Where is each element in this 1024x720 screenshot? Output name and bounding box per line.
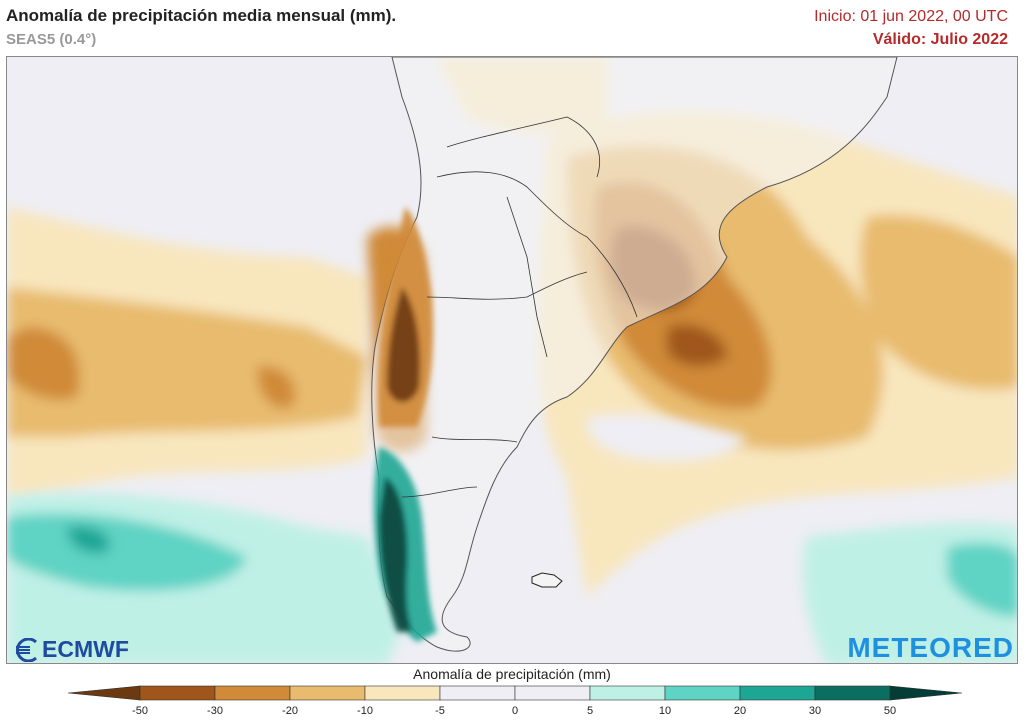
legend-arrow-left	[67, 685, 141, 701]
legend-cell	[214, 685, 291, 701]
precipitation-anomaly-map	[6, 56, 1018, 664]
legend-title: Anomalía de precipitación (mm)	[413, 666, 611, 682]
legend-tick-label: 0	[512, 705, 518, 717]
legend-tick-label: -10	[357, 705, 373, 717]
legend-tick-label: -5	[435, 705, 445, 717]
color-legend: -50 -30 -20 -10 -5 0 5 10 20 30 50	[67, 685, 963, 717]
legend-cell	[814, 685, 891, 701]
legend-cell	[514, 685, 591, 701]
falkland-islands	[531, 572, 563, 588]
legend-cell	[589, 685, 666, 701]
wet-anomaly-field	[7, 414, 1017, 663]
legend-tick-label: -50	[132, 705, 148, 717]
legend-cell	[139, 685, 216, 701]
andes-dry-anomaly	[377, 207, 434, 427]
south-america-land	[371, 57, 898, 652]
ecmwf-logo-text: ECMWF	[42, 636, 129, 662]
legend-tick-label: -20	[282, 705, 298, 717]
legend-cell	[289, 685, 366, 701]
legend-tick-label: 5	[587, 705, 593, 717]
legend-tick-label: 50	[884, 705, 896, 717]
legend-tick-label: -30	[207, 705, 223, 717]
legend-tick-label: 10	[659, 705, 671, 717]
country-borders	[401, 116, 638, 498]
meteored-logo: METEORED	[847, 632, 1014, 663]
ecmwf-logo: ECMWF	[10, 636, 129, 663]
legend-cell	[364, 685, 441, 701]
init-time: Inicio: 01 jun 2022, 00 UTC	[814, 8, 1008, 25]
map-subtitle: SEAS5 (0.4°)	[6, 31, 97, 48]
legend-cell	[739, 685, 816, 701]
map-canvas	[7, 57, 1017, 663]
valid-period: Válido: Julio 2022	[872, 31, 1008, 48]
patagonia-wet-anomaly	[373, 447, 437, 642]
legend-cell	[439, 685, 516, 701]
legend-tick-label: 20	[734, 705, 746, 717]
legend-arrow-right	[889, 685, 963, 701]
map-title: Anomalía de precipitación media mensual …	[6, 6, 397, 25]
legend-tick-label: 30	[809, 705, 821, 717]
ecmwf-mark-icon	[16, 637, 38, 662]
legend-cell	[664, 685, 741, 701]
